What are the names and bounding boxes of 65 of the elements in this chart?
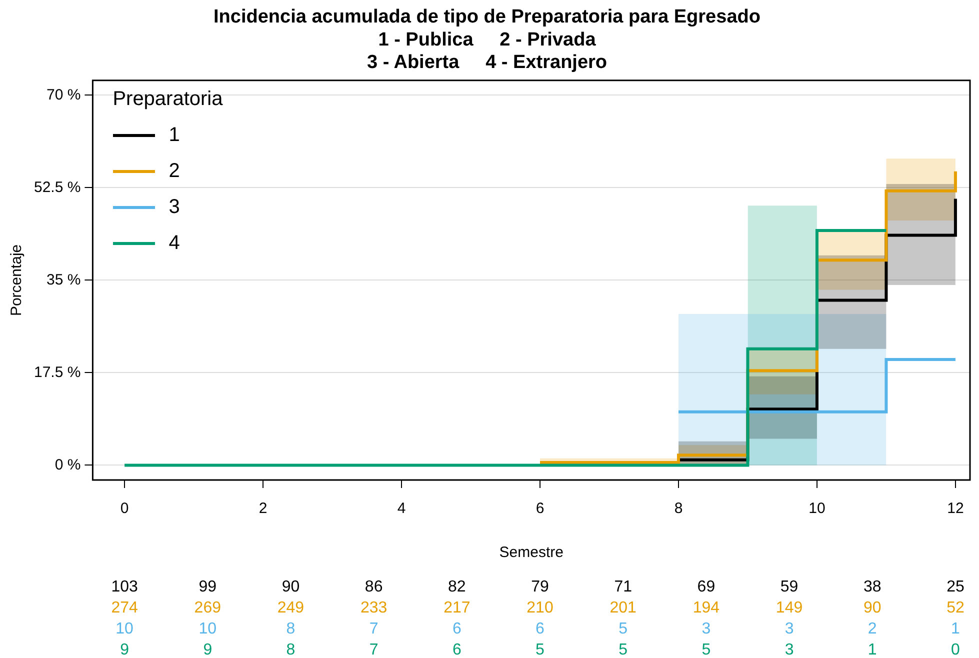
- text: 201: [610, 599, 637, 616]
- text: 217: [444, 599, 470, 616]
- text: 8: [286, 641, 296, 658]
- x-tick-label: 2: [258, 500, 268, 518]
- text: 10: [198, 620, 217, 638]
- text: 90: [282, 578, 300, 596]
- x-tick-label: 4: [397, 500, 406, 518]
- text: 233: [360, 599, 388, 616]
- text: 269: [194, 599, 222, 616]
- text: 5: [618, 641, 628, 658]
- text: 5: [536, 641, 545, 658]
- text: 52: [946, 599, 964, 616]
- text: 38: [863, 578, 882, 596]
- legend-label: 2: [168, 160, 180, 183]
- text: 9: [203, 641, 212, 658]
- text: 2: [868, 620, 877, 638]
- text: 3: [784, 620, 794, 638]
- x-tick-label: 6: [536, 500, 544, 518]
- text: 10: [116, 620, 134, 638]
- text: 5: [618, 620, 628, 638]
- legend-label: 4: [168, 232, 180, 255]
- text: 3: [702, 620, 711, 638]
- text: 1: [868, 641, 877, 658]
- text: 7: [369, 641, 378, 658]
- text: 90: [863, 599, 882, 616]
- y-tick-label: 0 %: [54, 456, 81, 474]
- x-tick-label: 10: [808, 500, 826, 518]
- y-tick-label: 52.5 %: [34, 178, 81, 196]
- text: 194: [692, 599, 720, 616]
- text: 5: [702, 641, 711, 658]
- text: 274: [111, 599, 138, 616]
- text: 69: [697, 578, 716, 596]
- y-tick-label: 70 %: [46, 86, 81, 104]
- y-axis-title: Porcentaje: [8, 244, 26, 316]
- text: 82: [448, 578, 466, 596]
- text: 149: [776, 599, 803, 616]
- x-tick-label: 8: [674, 500, 683, 518]
- y-tick-label: 35 %: [46, 271, 81, 288]
- text: 6: [536, 620, 545, 638]
- text: 103: [111, 578, 138, 596]
- legend-label: 1: [168, 124, 180, 147]
- text: 0: [951, 641, 960, 658]
- text: 7: [369, 620, 378, 638]
- legend-label: 3: [168, 196, 180, 219]
- text: 99: [198, 578, 217, 596]
- text: 9: [120, 641, 130, 658]
- text: 6: [452, 620, 462, 638]
- text: 210: [526, 599, 554, 616]
- y-tick-label: 17.5 %: [34, 364, 81, 381]
- text: 3: [784, 641, 794, 658]
- text: 25: [946, 578, 964, 596]
- text: 6: [452, 641, 462, 658]
- text: 249: [277, 599, 304, 616]
- text: 71: [614, 578, 632, 596]
- text: 79: [531, 578, 550, 596]
- legend-title: Preparatoria: [112, 88, 223, 112]
- text: 1: [951, 620, 960, 638]
- x-tick-label: 0: [120, 500, 129, 518]
- chart-title: Incidencia acumulada de tipo de Preparatoria para Egresado: [214, 6, 760, 28]
- text: 8: [286, 620, 296, 638]
- text: 86: [364, 578, 383, 596]
- text: 59: [780, 578, 798, 596]
- chart-subtitle: 1 - Publica 2 - Privada 3 - Abierta 4 - Extranjero: [366, 29, 608, 74]
- x-axis-title: Semestre: [499, 544, 564, 562]
- x-tick-label: 12: [947, 500, 964, 518]
